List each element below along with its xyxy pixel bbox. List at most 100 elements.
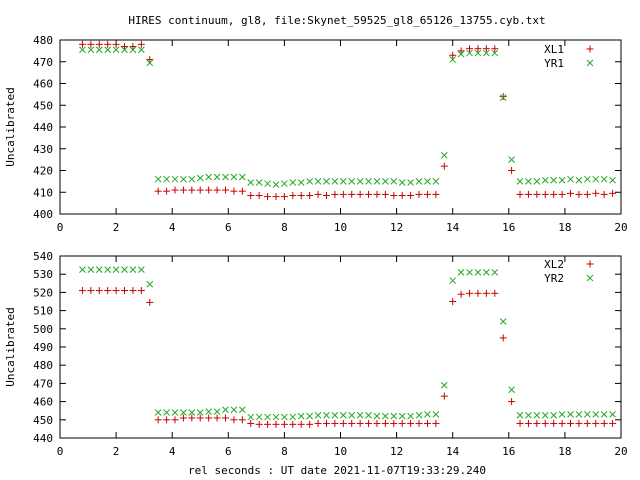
data-point-xl1 (247, 192, 255, 200)
data-point-xl2 (541, 419, 549, 427)
data-point-xl1 (137, 40, 145, 48)
data-point-yr2 (213, 408, 221, 415)
data-point-xl1 (171, 186, 179, 194)
data-point-xl2 (221, 414, 229, 422)
legend-label-xl2: XL2 (544, 258, 564, 271)
x-tick-label: 14 (446, 445, 460, 458)
data-point-xl1 (87, 40, 95, 48)
data-point-yr2 (163, 409, 170, 416)
data-point-xl1 (213, 186, 221, 194)
data-point-yr1 (541, 176, 549, 184)
data-point-xl1 (423, 190, 431, 198)
data-point-xl2 (373, 419, 381, 427)
legend-marker-yr1 (586, 59, 594, 67)
data-point-xl1 (558, 190, 566, 198)
data-point-yr1 (474, 49, 482, 57)
data-point-xl1 (550, 190, 558, 198)
x-tick-label: 12 (390, 221, 403, 234)
data-point-xl2 (449, 298, 457, 305)
data-point-xl1 (575, 190, 583, 198)
data-point-yr1 (592, 175, 600, 183)
data-point-yr2 (272, 413, 280, 421)
data-point-xl1 (179, 186, 187, 194)
data-point-yr2 (95, 266, 103, 274)
data-point-xl2 (205, 414, 213, 422)
data-point-yr1 (281, 180, 288, 187)
data-point-xl2 (381, 419, 389, 427)
data-point-yr2 (432, 410, 440, 418)
data-point-yr2 (121, 266, 128, 274)
data-point-yr1 (264, 180, 271, 187)
data-point-yr2 (516, 411, 524, 419)
data-point-xl1 (499, 93, 507, 101)
data-point-yr1 (508, 156, 515, 163)
data-point-yr2 (541, 411, 549, 419)
data-point-yr2 (281, 413, 288, 421)
data-point-yr1 (398, 179, 406, 186)
data-point-xl2 (112, 287, 120, 295)
data-point-yr1 (533, 178, 541, 185)
bottom-panel: Uncalibrated 440450460470480490500510520… (4, 250, 628, 458)
bottom-x-axis-ticks: 0 2 4 6 8 10 12 14 16 18 20 (57, 256, 628, 458)
data-point-xl2 (407, 419, 415, 427)
data-point-yr2 (483, 269, 490, 276)
data-point-xl1 (381, 190, 389, 198)
data-point-xl2 (230, 416, 238, 424)
data-point-yr1 (407, 179, 414, 186)
x-tick-label: 8 (281, 445, 288, 458)
data-point-yr1 (171, 175, 179, 183)
data-point-xl2 (87, 287, 95, 295)
data-point-xl1 (339, 190, 347, 198)
x-tick-label: 0 (57, 221, 64, 234)
x-tick-label: 8 (281, 221, 288, 234)
data-point-xl1 (609, 189, 617, 197)
data-point-yr1 (356, 178, 364, 185)
data-point-xl1 (272, 193, 280, 201)
x-tick-label: 6 (225, 445, 232, 458)
data-point-xl1 (297, 192, 305, 200)
data-point-xl2 (255, 420, 263, 428)
x-tick-label: 14 (446, 221, 460, 234)
data-point-xl2 (575, 419, 583, 427)
data-point-xl1 (255, 192, 263, 200)
y-tick-label: 540 (33, 250, 53, 263)
y-tick-label: 480 (33, 359, 53, 372)
x-tick-label: 2 (113, 445, 120, 458)
data-point-xl2 (609, 419, 617, 427)
bottom-y-axis-label: Uncalibrated (4, 307, 17, 386)
data-point-yr2 (533, 411, 541, 419)
data-point-xl2 (567, 419, 575, 427)
data-point-xl1 (449, 51, 457, 59)
data-point-xl2 (432, 419, 440, 427)
data-point-xl1 (331, 190, 339, 198)
data-point-yr1 (146, 59, 154, 67)
data-point-xl2 (289, 420, 297, 428)
data-point-yr1 (95, 46, 103, 54)
data-point-xl2 (583, 419, 591, 427)
data-point-yr2 (457, 269, 465, 276)
data-point-yr1 (163, 175, 170, 183)
data-point-xl1 (322, 192, 330, 200)
data-point-xl1 (230, 187, 238, 195)
x-tick-label: 10 (334, 221, 347, 234)
data-point-yr1 (424, 178, 431, 185)
data-point-xl1 (516, 190, 524, 198)
data-point-yr1 (137, 46, 145, 54)
data-point-xl2 (179, 414, 187, 422)
data-point-xl1 (407, 192, 415, 200)
data-point-xl1 (163, 187, 171, 195)
x-tick-label: 18 (558, 221, 571, 234)
data-point-yr2 (550, 411, 558, 419)
data-point-yr2 (137, 266, 145, 274)
data-point-xl1 (524, 190, 532, 198)
data-point-yr2 (339, 411, 347, 419)
data-point-xl2 (550, 419, 558, 427)
x-tick-label: 20 (614, 221, 627, 234)
data-point-xl1 (129, 43, 137, 51)
data-point-yr2 (348, 411, 356, 419)
data-point-yr2 (499, 318, 507, 325)
data-point-xl1 (188, 186, 196, 194)
data-point-xl1 (112, 40, 120, 48)
data-point-yr1 (121, 46, 128, 54)
top-y-axis-ticks: 400 410 420 430 440 450 460 470 480 (33, 34, 621, 221)
